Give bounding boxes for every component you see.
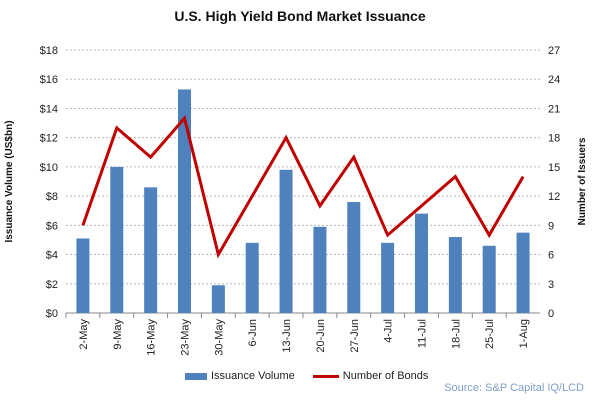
y2-tick-label: 3 (548, 279, 554, 291)
bar-issuance-volume (482, 245, 496, 313)
x-tick-label: 25-Jul (484, 319, 496, 349)
y-tick-label: $12 (40, 133, 58, 145)
y2-tick-label: 9 (548, 220, 554, 232)
x-tick-label: 4-Jul (383, 319, 395, 343)
bar-issuance-volume (211, 285, 225, 313)
bar-issuance-volume (381, 242, 395, 313)
y2-tick-label: 27 (548, 45, 560, 57)
chart-title: U.S. High Yield Bond Market Issuance (174, 8, 426, 24)
x-tick-label: 30-May (213, 319, 225, 356)
bar-issuance-volume (415, 213, 428, 313)
y-axis-label: Issuance Volume (US$bn) (4, 120, 15, 242)
bar-issuance-volume (144, 187, 158, 313)
bar-issuance-volume (347, 201, 361, 313)
bar-issuance-volume (245, 242, 259, 313)
x-tick-label: 6-Jun (247, 319, 259, 347)
legend-swatch-bar (185, 372, 207, 380)
source-note: Source: S&P Capital IQ/LCD (444, 382, 584, 394)
x-tick-label: 1-Aug (518, 319, 530, 348)
x-tick-label: 11-Jul (417, 319, 429, 348)
legend-label: Issuance Volume (211, 370, 295, 382)
y-tick-label: $14 (40, 103, 58, 115)
y2-tick-label: 15 (548, 162, 560, 174)
y-tick-label: $8 (46, 191, 58, 203)
y2-tick-label: 12 (548, 191, 560, 203)
y2-tick-label: 6 (548, 250, 554, 262)
x-tick-label: 27-Jun (349, 319, 361, 353)
bar-issuance-volume (313, 226, 327, 313)
bar-issuance-volume (178, 89, 191, 313)
bar-issuance-volume (516, 232, 530, 313)
y-tick-label: $0 (46, 308, 58, 320)
x-tick-label: 18-Jul (450, 319, 462, 349)
y-tick-label: $18 (40, 45, 58, 57)
y2-axis-label: Number of Issuers (577, 137, 588, 225)
y2-tick-label: 24 (548, 74, 560, 86)
bar-issuance-volume (279, 169, 293, 313)
y-tick-label: $16 (40, 74, 58, 86)
x-tick-label: 16-May (146, 319, 158, 356)
legend-item-bonds: Number of Bonds (312, 370, 429, 382)
x-tick-label: 9-May (112, 319, 124, 350)
y-tick-label: $6 (46, 220, 58, 232)
y-tick-label: $10 (40, 162, 58, 174)
y-tick-label: $4 (46, 250, 58, 262)
y2-tick-label: 21 (548, 103, 560, 115)
legend-label: Number of Bonds (342, 370, 429, 382)
line-number-of-bonds (81, 115, 525, 259)
y2-tick-label: 18 (548, 133, 560, 145)
y2-tick-label: 0 (548, 308, 554, 320)
x-tick-label: 20-Jun (315, 319, 327, 353)
bar-issuance-volume (110, 166, 124, 313)
x-tick-label: 2-May (78, 319, 90, 350)
x-tick-label: 13-Jun (281, 319, 293, 353)
legend: Issuance Volume Number of Bonds (185, 370, 428, 382)
legend-swatch-line (312, 374, 339, 378)
bar-issuance-volume (76, 238, 90, 313)
legend-item-volume: Issuance Volume (185, 370, 295, 382)
bar-issuance-volume (448, 237, 462, 313)
y-tick-label: $2 (46, 279, 58, 291)
x-tick-label: 23-May (180, 319, 192, 356)
